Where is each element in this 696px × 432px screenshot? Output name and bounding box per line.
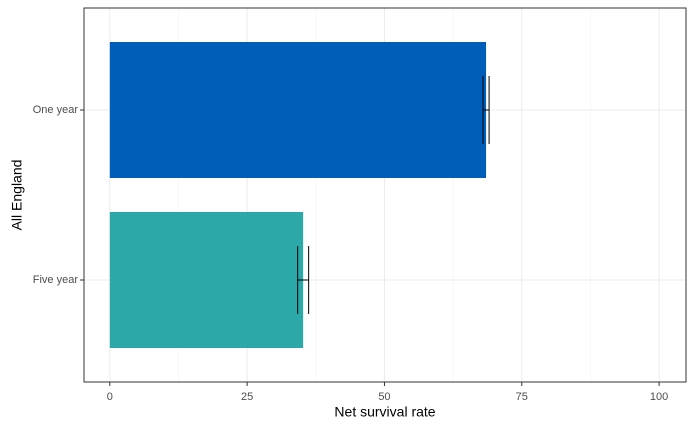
x-tick-label: 75 <box>516 391 528 403</box>
panel-border <box>83 7 687 383</box>
x-tick-label: 0 <box>107 391 113 403</box>
error-bar <box>482 76 490 144</box>
y-axis-title: All England <box>9 160 25 231</box>
bar <box>109 212 304 348</box>
y-tick-label: One year <box>33 104 79 116</box>
bar <box>109 42 487 178</box>
error-bar <box>297 246 310 314</box>
x-tick-label: 50 <box>378 391 390 403</box>
x-tick-label: 100 <box>650 391 668 403</box>
x-tick-label: 25 <box>241 391 253 403</box>
y-tick-label: Five year <box>33 274 79 286</box>
x-axis-title: Net survival rate <box>334 404 435 420</box>
